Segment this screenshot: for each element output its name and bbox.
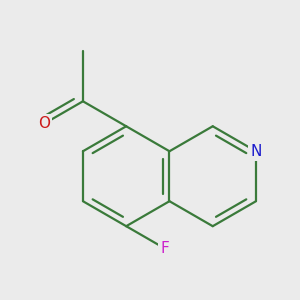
Text: O: O	[38, 116, 50, 131]
Text: F: F	[161, 241, 170, 256]
Text: N: N	[250, 144, 262, 159]
